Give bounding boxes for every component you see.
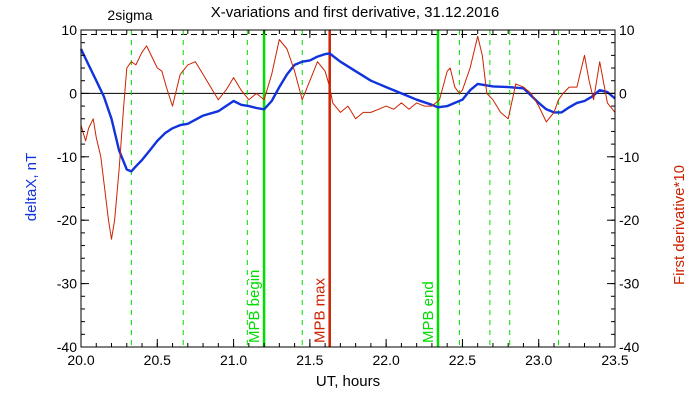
x-tick-label: 20.5 [144,352,171,368]
x-tick-label: 22.5 [449,352,476,368]
y-tick-label-left: -10 [57,149,77,165]
x-tick-label: 23.5 [601,352,628,368]
y-tick-label-left: -40 [57,339,77,355]
y-tick-label-right: 0 [619,85,627,101]
x-tick-label: 21.0 [220,352,247,368]
y-axis-label-left: deltaX, nT [23,153,40,221]
y-tick-label-left: -30 [57,276,77,292]
y-tick-label-left: 10 [61,22,77,38]
y-axis-label-right: First derivative*10 [671,165,688,285]
vertical-marker-label: MPB end [420,281,437,343]
sigma-label: 2sigma [107,7,152,23]
axes: 20.0 20.5 21.0 21.5 22.0 22.5 23.0 23.5-40 -40-3… [57,22,640,368]
y-tick-label-right: -40 [619,339,639,355]
x-tick-label: 20.0 [67,352,94,368]
x-tick-label: 21.5 [296,352,323,368]
chart-title: X-variations and first derivative, 31.12… [211,4,500,21]
x-axis-label: UT, hours [316,373,380,390]
y-tick-label-left: 0 [69,85,77,101]
x-tick-label: 22.0 [373,352,400,368]
y-tick-label-right: 10 [619,22,635,38]
derivative-series-line [80,35,616,240]
vertical-marker-label: MPB max [312,277,329,343]
vertical-marker-label: MPB begin [246,270,263,343]
y-tick-label-right: -10 [619,149,639,165]
plot-area: MPB begin MPB max MPB end [79,30,616,347]
deltax-series-line [79,48,616,173]
x-tick-label: 23.0 [525,352,552,368]
y-tick-label-right: -20 [619,212,639,228]
y-tick-label-right: -30 [619,276,639,292]
y-tick-label-left: -20 [57,212,77,228]
plot-frame [80,29,616,348]
